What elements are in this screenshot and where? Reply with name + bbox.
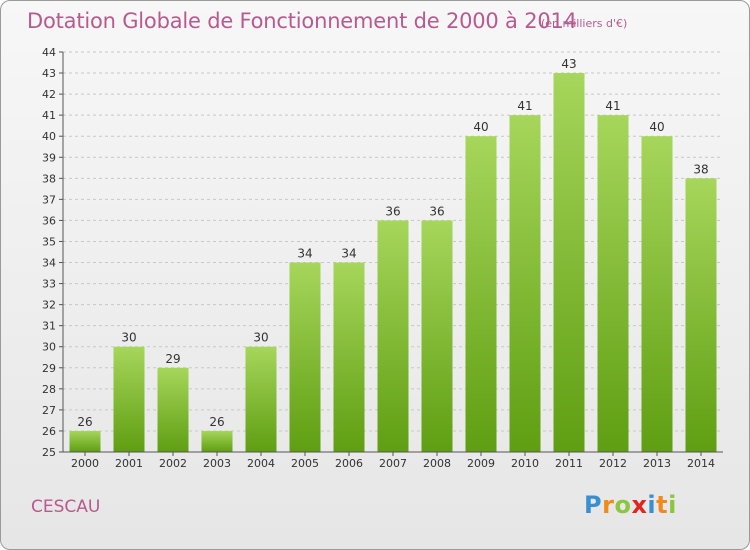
x-tick-label: 2014 — [687, 457, 715, 470]
x-tick-label: 2007 — [379, 457, 407, 470]
bar-2014 — [685, 178, 717, 452]
data-label: 36 — [429, 204, 444, 218]
x-tick-label: 2004 — [247, 457, 275, 470]
data-label: 30 — [253, 331, 268, 345]
logo-letter: o — [614, 491, 632, 519]
logo-letter: r — [602, 491, 615, 519]
bar-2006 — [333, 262, 365, 452]
bar-2002 — [157, 367, 189, 452]
y-tick-label: 41 — [42, 109, 56, 122]
data-label: 34 — [297, 247, 312, 261]
bar-2012 — [597, 115, 629, 452]
labels: 25 26 27 28 29 30 31 32 33 34 35 36 37 38 39 40 41 42 43 44… — [42, 46, 715, 470]
y-tick-label: 38 — [42, 172, 56, 185]
y-tick-label: 40 — [42, 130, 56, 143]
bar-2007 — [377, 220, 409, 452]
y-tick-label: 33 — [42, 278, 56, 291]
x-tick-label: 2005 — [291, 457, 319, 470]
x-tick-label: 2010 — [511, 457, 539, 470]
y-tick-label: 28 — [42, 383, 56, 396]
data-label: 41 — [517, 99, 532, 113]
x-tick-label: 2001 — [115, 457, 143, 470]
y-tick-label: 29 — [42, 362, 56, 375]
proxiti-logo: Proxiti — [584, 491, 677, 519]
bars — [69, 73, 717, 453]
data-label: 43 — [561, 57, 576, 71]
commune-name: CESCAU — [31, 497, 101, 517]
y-tick-label: 43 — [42, 67, 56, 80]
logo-letter: P — [584, 491, 603, 519]
data-label: 36 — [385, 204, 400, 218]
bar-2003 — [201, 430, 233, 452]
bar-2010 — [509, 115, 541, 452]
x-tick-label: 2012 — [599, 457, 627, 470]
x-tick-label: 2011 — [555, 457, 583, 470]
y-tick-label: 34 — [42, 257, 56, 270]
bar-2008 — [421, 220, 453, 452]
y-tick-label: 30 — [42, 341, 56, 354]
y-tick-label: 44 — [42, 46, 56, 59]
data-label: 41 — [605, 99, 620, 113]
x-tick-label: 2013 — [643, 457, 671, 470]
y-tick-label: 39 — [42, 151, 56, 164]
logo-letter: i — [668, 491, 677, 519]
bar-2001 — [113, 346, 145, 452]
y-tick-label: 31 — [42, 320, 56, 333]
data-label: 30 — [121, 331, 136, 345]
x-tick-label: 2002 — [159, 457, 187, 470]
data-label: 38 — [693, 162, 708, 176]
data-label: 26 — [209, 415, 224, 429]
data-label: 34 — [341, 247, 356, 261]
bar-2009 — [465, 136, 497, 453]
bar-2011 — [553, 73, 585, 452]
data-label: 29 — [165, 352, 180, 366]
y-tick-label: 42 — [42, 88, 56, 101]
bar-2013 — [641, 136, 673, 453]
axes — [59, 51, 723, 456]
chart-title: Dotation Globale de Fonctionnement de 20… — [27, 9, 577, 33]
x-tick-label: 2000 — [71, 457, 99, 470]
y-tick-label: 26 — [42, 425, 56, 438]
y-tick-label: 36 — [42, 214, 56, 227]
data-label: 40 — [649, 120, 664, 134]
data-label: 40 — [473, 120, 488, 134]
x-tick-label: 2009 — [467, 457, 495, 470]
chart-subtitle: (en milliers d'€) — [541, 17, 628, 30]
bar-2004 — [245, 346, 277, 452]
y-tick-label: 35 — [42, 235, 56, 248]
bar-2000 — [69, 430, 101, 452]
logo-letter: x — [631, 491, 648, 519]
data-label: 26 — [77, 415, 92, 429]
x-tick-label: 2003 — [203, 457, 231, 470]
x-tick-label: 2006 — [335, 457, 363, 470]
y-tick-label: 27 — [42, 404, 56, 417]
logo-letter: t — [656, 491, 669, 519]
bar-2005 — [289, 262, 321, 452]
y-tick-label: 32 — [42, 299, 56, 312]
logo-letter: i — [647, 491, 657, 519]
x-tick-label: 2008 — [423, 457, 451, 470]
y-tick-label: 37 — [42, 193, 56, 206]
y-tick-label: 25 — [42, 446, 56, 459]
